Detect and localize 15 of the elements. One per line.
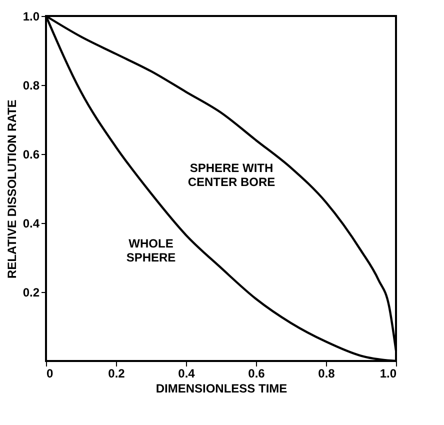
y-tick-label: 0.6	[22, 148, 40, 162]
x-tick-label: 0.2	[108, 366, 126, 380]
x-tick-label: 0.8	[318, 366, 336, 380]
y-tick-label: 0.2	[22, 286, 40, 300]
y-axis-title: RELATIVE DISSOLUTION RATE	[4, 100, 19, 278]
annotation: SPHERE WITH CENTER BORE	[188, 160, 276, 189]
x-tick-label: 1.0	[380, 366, 397, 380]
x-axis-title: DIMENSIONLESS TIME	[156, 382, 288, 396]
annotation: WHOLE SPHERE	[126, 236, 176, 265]
y-tick-label: 1.0	[22, 10, 40, 24]
y-tick-label: 0.4	[22, 216, 40, 230]
y-tick-label: 0.8	[22, 78, 40, 92]
x-tick-label: 0	[46, 366, 54, 380]
x-tick-label: 0.4	[178, 366, 196, 380]
x-tick-label: 0.6	[248, 366, 266, 380]
